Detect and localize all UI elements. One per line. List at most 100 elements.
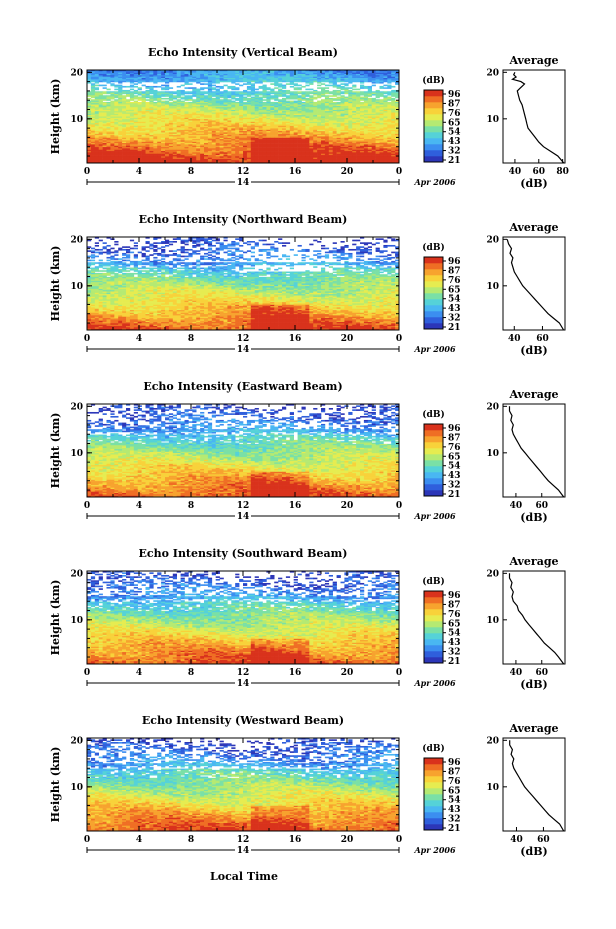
x-tick-label: 20 <box>341 167 354 177</box>
colorbar-tick-label: 76 <box>448 276 461 286</box>
colorbar-tick-label: 32 <box>448 648 461 658</box>
colorbar-segment <box>424 603 443 610</box>
colorbar-tick-label: 65 <box>448 452 461 462</box>
y-tick-label: 20 <box>70 402 83 412</box>
colorbar-segment <box>424 591 443 598</box>
x-tick-label: 0 <box>84 835 90 845</box>
colorbar-tick-label: 87 <box>448 433 461 443</box>
x-tick-label: 0 <box>396 167 402 177</box>
profile-line <box>508 406 565 498</box>
colorbar-label: (dB) <box>422 75 444 86</box>
colorbar-tick-label: 21 <box>448 490 461 500</box>
colorbar-segment <box>424 466 443 473</box>
colorbar-segment <box>424 484 443 491</box>
y-axis-label: Height (km) <box>49 246 62 322</box>
profile-y-tick-label: 20 <box>486 569 499 579</box>
x-tick-label: 8 <box>188 501 194 511</box>
echo-intensity-map: 10 20 Height (km) 0 4 8 12 16 20 0 14 Apr 2006 <box>49 736 456 856</box>
colorbar-segment <box>424 472 443 479</box>
day-label: 14 <box>237 679 250 689</box>
colorbar-tick-label: 54 <box>448 629 461 639</box>
profile-title: Average <box>508 221 558 234</box>
colorbar-tick-label: 76 <box>448 777 461 787</box>
colorbar-segment <box>424 627 443 634</box>
x-tick-label: 8 <box>188 167 194 177</box>
profile-x-tick-label: 60 <box>535 668 548 678</box>
colorbar-frame <box>423 89 444 163</box>
colorbar-tick-label: 87 <box>448 600 461 610</box>
colorbar-segment <box>424 299 443 306</box>
x-tick-label: 0 <box>396 835 402 845</box>
colorbar-tick-label: 76 <box>448 610 461 620</box>
colorbar-segment <box>424 102 443 109</box>
y-tick-label: 20 <box>70 736 83 746</box>
profile-title: Average <box>508 388 558 401</box>
x-tick-label: 16 <box>289 167 302 177</box>
colorbar-tick-label: 65 <box>448 786 461 796</box>
y-tick-label: 10 <box>70 783 83 793</box>
colorbar-segment <box>424 794 443 801</box>
y-tick-label: 20 <box>70 569 83 579</box>
colorbar-segment <box>424 490 443 497</box>
colorbar-segment <box>424 770 443 777</box>
x-tick-label: 16 <box>289 501 302 511</box>
profile-x-tick-label: 40 <box>509 167 522 177</box>
x-tick-label: 8 <box>188 334 194 344</box>
colorbar-tick-label: 65 <box>448 285 461 295</box>
panel-title: Echo Intensity (Eastward Beam) <box>143 380 342 393</box>
x-tick-label: 0 <box>84 501 90 511</box>
colorbar-segment <box>424 114 443 121</box>
y-axis-label: Height (km) <box>49 413 62 489</box>
colorbar-segment <box>424 257 443 264</box>
colorbar-segment <box>424 287 443 294</box>
profile-x-label: (dB) <box>520 344 547 357</box>
colorbar-segment <box>424 293 443 300</box>
colorbar-segment <box>424 448 443 455</box>
map-cells <box>87 571 399 664</box>
colorbar-segment <box>424 818 443 825</box>
x-tick-label: 0 <box>84 167 90 177</box>
day-label-bg <box>235 510 251 520</box>
map-cells <box>87 237 399 330</box>
profile-y-tick-label: 20 <box>486 235 499 245</box>
colorbar-frame <box>423 423 444 497</box>
colorbar-frame <box>423 757 444 831</box>
profile-frame <box>502 236 566 331</box>
x-tick-label: 20 <box>341 668 354 678</box>
colorbar-segment <box>424 442 443 449</box>
colorbar-tick-label: 54 <box>448 462 461 472</box>
x-axis-label: Local Time <box>210 870 278 883</box>
colorbar-tick-label: 87 <box>448 99 461 109</box>
colorbar-segment <box>424 150 443 157</box>
colorbar-segment <box>424 776 443 783</box>
echo-intensity-map: 10 20 Height (km) 0 4 8 12 16 20 0 14 Apr 2006 <box>49 402 456 522</box>
day-label-bg <box>235 844 251 854</box>
colorbar-segment <box>424 430 443 437</box>
colorbar-tick-label: 54 <box>448 128 461 138</box>
profile-title: Average <box>508 555 558 568</box>
profile-frame <box>502 403 566 498</box>
day-label-bg <box>235 176 251 186</box>
colorbar-tick-label: 32 <box>448 314 461 324</box>
day-label-bg <box>235 677 251 687</box>
colorbar-segment <box>424 281 443 288</box>
colorbar-segment <box>424 96 443 103</box>
colorbar-segment <box>424 645 443 652</box>
y-tick-label: 20 <box>70 235 83 245</box>
colorbar-tick-label: 54 <box>448 295 461 305</box>
colorbar-tick-label: 96 <box>448 257 461 267</box>
profile-x-tick-label: 40 <box>508 334 521 344</box>
average-profile: Average 10 20 40 60 80 (dB) <box>486 54 568 190</box>
colorbar-segment <box>424 317 443 324</box>
profile-y-tick-label: 20 <box>486 736 499 746</box>
colorbar-segment <box>424 263 443 270</box>
colorbar-segment <box>424 323 443 330</box>
day-label: 14 <box>237 512 250 522</box>
x-tick-label: 4 <box>136 167 142 177</box>
colorbar-segment <box>424 812 443 819</box>
colorbar-segment <box>424 90 443 97</box>
profile-y-tick-label: 20 <box>486 68 499 78</box>
